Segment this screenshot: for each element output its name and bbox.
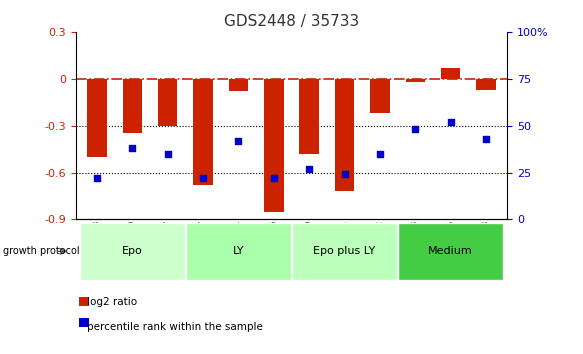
Point [128, 145, 137, 151]
Bar [292, 223, 397, 280]
Text: GSM144143: GSM144143 [411, 219, 420, 266]
Bar [398, 223, 503, 280]
Text: GSM144141: GSM144141 [340, 219, 349, 266]
Bar [122, 79, 142, 133]
Text: Epo plus LY: Epo plus LY [314, 246, 375, 256]
Text: GSM144142: GSM144142 [375, 219, 384, 266]
Point [198, 175, 208, 181]
Bar [194, 79, 213, 185]
Text: GSM144147: GSM144147 [163, 219, 172, 266]
Point [269, 175, 279, 181]
Text: GSM144144: GSM144144 [234, 219, 243, 266]
Text: Epo: Epo [122, 246, 143, 256]
Bar [158, 79, 177, 126]
Text: GSM144145: GSM144145 [446, 219, 455, 266]
Bar [300, 79, 319, 154]
Bar [370, 79, 389, 113]
Text: log2 ratio: log2 ratio [87, 297, 138, 307]
Bar [79, 318, 89, 327]
Point [92, 175, 101, 181]
Point [304, 166, 314, 172]
Point [340, 172, 349, 177]
Bar [79, 297, 89, 306]
Text: growth protocol: growth protocol [3, 246, 79, 256]
Bar [87, 79, 107, 157]
Bar [264, 79, 283, 212]
Text: GSM144139: GSM144139 [305, 219, 314, 266]
Text: GSM144137: GSM144137 [199, 219, 208, 266]
Point [482, 136, 491, 142]
Text: Medium: Medium [429, 246, 473, 256]
Bar [335, 79, 354, 191]
Point [234, 138, 243, 143]
Bar [441, 68, 461, 79]
Point [163, 151, 173, 156]
Text: GSM144148: GSM144148 [482, 219, 490, 266]
Text: GSM144138: GSM144138 [93, 219, 101, 266]
Text: GSM144140: GSM144140 [128, 219, 137, 266]
Point [375, 151, 385, 156]
Bar [80, 223, 185, 280]
Point [446, 119, 455, 125]
Bar [186, 223, 291, 280]
Bar [476, 79, 496, 90]
Point [410, 127, 420, 132]
Text: LY: LY [233, 246, 244, 256]
Bar [229, 79, 248, 91]
Title: GDS2448 / 35733: GDS2448 / 35733 [224, 14, 359, 29]
Bar [406, 79, 425, 82]
Text: GSM144146: GSM144146 [269, 219, 278, 266]
Text: percentile rank within the sample: percentile rank within the sample [87, 322, 264, 332]
